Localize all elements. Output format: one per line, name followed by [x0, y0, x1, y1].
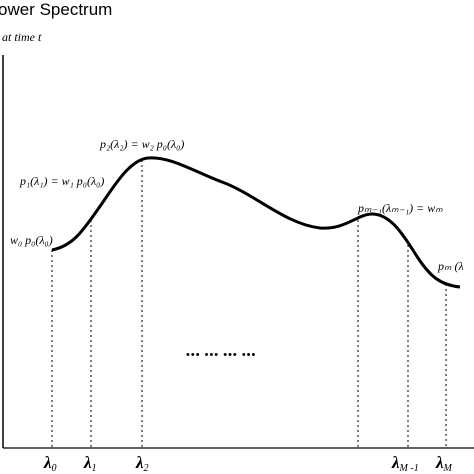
spectrum-curve	[51, 156, 461, 289]
annotation-w0: w₀ p₀(λ₀)	[10, 233, 53, 247]
ellipsis-dots: ••• ••• ••• •••	[186, 349, 256, 361]
annotation-p1: p₁(λ₁) = w₁ p₀(λ₀)	[19, 174, 104, 188]
annotation-pm: pₘ (λ	[437, 259, 464, 273]
diagram-subtitle: at time t	[2, 30, 42, 44]
tick-lambda-0: λ0	[43, 453, 57, 474]
tick-lambda-m: λM	[435, 453, 453, 474]
axis-tick-labels: λ0 λ1 λ2 λM -1 λM	[43, 453, 453, 474]
sample-lines	[51, 160, 447, 448]
tick-lambda-1: λ1	[83, 453, 97, 474]
annotation-pm-1: pₘ₋₁(λₘ₋₁) = wₘ	[357, 201, 443, 215]
tick-lambda-m-1: λM -1	[391, 453, 419, 474]
tick-lambda-2: λ2	[135, 453, 149, 474]
annotation-p2: p₂(λ₂) = w₂ p₀(λ₀)	[99, 137, 184, 151]
diagram-title: ower Spectrum	[0, 0, 112, 19]
